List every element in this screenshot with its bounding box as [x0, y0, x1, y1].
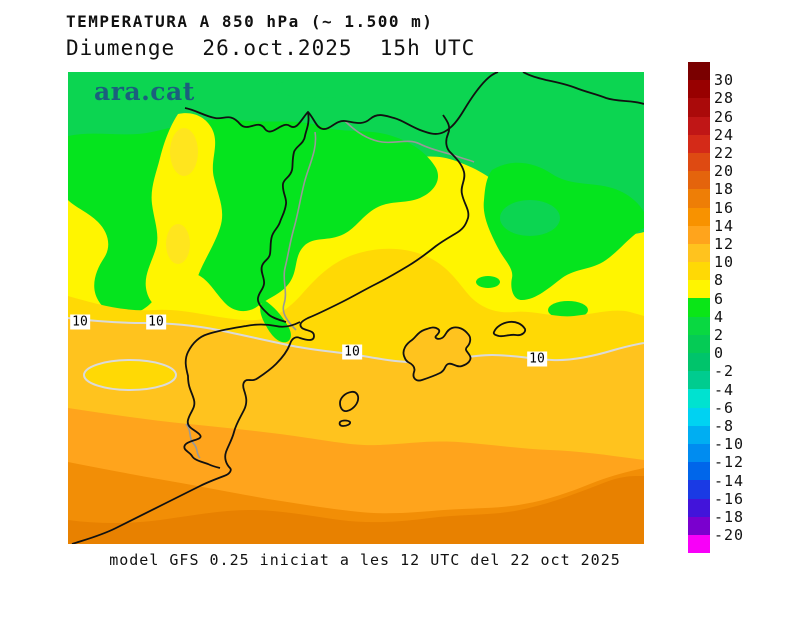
catalonia-west-border [257, 111, 310, 323]
mediterranean-coastline [71, 114, 470, 544]
colorbar-tick-label: -6 [714, 398, 735, 417]
colorbar-tick-label: -4 [714, 380, 735, 399]
colorbar-segment [688, 280, 710, 299]
colorbar-segment [688, 407, 710, 426]
colorbar-tick-label: 30 [714, 71, 735, 90]
page-title: TEMPERATURA A 850 hPa (~ 1.500 m) [66, 12, 434, 31]
colorbar-segment [688, 425, 710, 444]
colorbar-segment [688, 225, 710, 244]
colorbar-segment [688, 298, 710, 317]
colorbar-tick-label: 28 [714, 89, 735, 108]
temp-band-16-18 [68, 475, 644, 544]
colorbar-tick-label: -2 [714, 362, 735, 381]
colorbar-tick-label: 14 [714, 216, 735, 235]
ibiza-island [339, 390, 360, 413]
isotherm-value-label: 10 [527, 351, 547, 367]
green-patch-small [476, 276, 500, 288]
colorbar-tick-label: 20 [714, 162, 735, 181]
colorbar-segment [688, 262, 710, 281]
colorbar-tick-label: 12 [714, 235, 735, 253]
colorbar-segment [688, 516, 710, 535]
colorbar-segment [688, 480, 710, 499]
colorbar-tick-label: -10 [714, 435, 745, 454]
colorbar-tick-label: 18 [714, 180, 735, 199]
colorbar-tick-label: -12 [714, 453, 745, 472]
colorbar-segment [688, 389, 710, 408]
colorbar-tick-label: 8 [714, 271, 725, 290]
dark-green-patch-east [500, 200, 560, 236]
menorca-island [492, 320, 527, 338]
colorbar-segment [688, 152, 710, 172]
colorbar-segment [688, 134, 710, 153]
ara-cat-logo: ara.cat [94, 77, 195, 106]
colorbar-segment [688, 98, 710, 117]
yellow-tongue-aragon [145, 113, 223, 309]
admin-border-valencia-fragment [185, 423, 201, 459]
valid-time-subtitle: Diumenge 26.oct.2025 15h UTC [66, 36, 476, 60]
colorbar-segment [688, 353, 710, 372]
dark-green-patch-north [274, 78, 362, 98]
green-tongue-delta [260, 300, 291, 343]
isotherm-10-line [68, 317, 644, 364]
formentera-island [338, 419, 352, 427]
mallorca-island [402, 326, 472, 382]
colorbar-segment [688, 116, 710, 135]
model-run-footer: model GFS 0.25 iniciat a les 12 UTC del … [109, 551, 621, 569]
isotherm-value-label: 10 [342, 344, 362, 360]
colorbar-tick-label: 24 [714, 125, 735, 144]
gold-spot-north [170, 128, 198, 176]
admin-border-france [344, 120, 475, 163]
colorbar-segment [688, 62, 710, 81]
colorbar-tick-label: 10 [714, 253, 735, 272]
colorbar-tick-label: 4 [714, 307, 725, 326]
colorbar-tick-label: 26 [714, 107, 735, 126]
temp-band-2-4-north [68, 72, 644, 238]
isotherm-value-label: 10 [70, 314, 90, 330]
green-patch-east [548, 301, 588, 319]
isotherm-10-closed-loop [83, 359, 177, 391]
colorbar-tick-label: -16 [714, 489, 745, 508]
colorbar-tick-label: 22 [714, 144, 735, 162]
colorbar-segment [688, 498, 710, 517]
colorbar-tick-label: -20 [714, 526, 745, 545]
colorbar-tick-label: -8 [714, 417, 735, 435]
colorbar-tick-label: 16 [714, 198, 735, 217]
colorbar-segment [688, 189, 710, 208]
colorbar-segment [688, 371, 710, 390]
admin-border-aragon-catalonia [282, 131, 317, 331]
colorbar-segment [688, 207, 710, 226]
colorbar-segment [688, 80, 710, 99]
temperature-map: ara.cat 10 10 10 10 [68, 72, 644, 544]
colorbar-segment [688, 462, 710, 481]
colorbar-tick-label: -18 [714, 508, 745, 526]
inland-border-valencia [183, 321, 301, 469]
colorbar-segment [688, 316, 710, 335]
pyrenees-border-line [184, 72, 499, 135]
temp-band-4-6-east [483, 162, 644, 300]
colorbar-segment [688, 443, 710, 463]
isotherm-value-label: 10 [146, 314, 166, 330]
colorbar-tick-label: -14 [714, 471, 745, 490]
french-coastline [522, 72, 644, 105]
colorbar-segment [688, 171, 710, 190]
map-canvas [68, 72, 644, 544]
colorbar-tick-labels: 30 28 26 24 22 20 18 16 14 12 10 8 6 4 2 0 -2 -4 -6 -8 -10 -1… [714, 62, 764, 554]
colorbar-segment [688, 334, 710, 353]
colorbar-segment [688, 534, 710, 554]
gold-spot-south [166, 224, 190, 264]
temperature-colorbar [688, 62, 710, 554]
colorbar-tick-label: 6 [714, 289, 725, 308]
colorbar-segment [688, 243, 710, 263]
colorbar-tick-label: 0 [714, 344, 725, 363]
colorbar-tick-label: 2 [714, 326, 725, 344]
